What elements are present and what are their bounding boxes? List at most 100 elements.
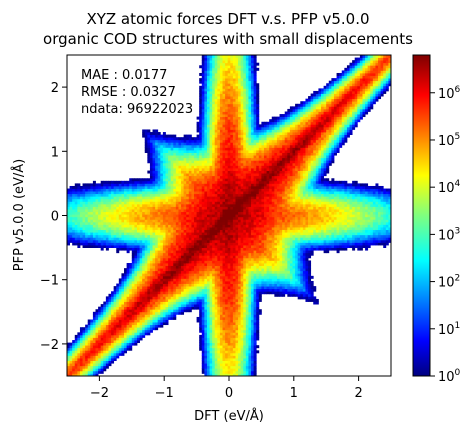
heatmap-cell <box>196 139 200 143</box>
heatmap-cell <box>209 255 213 259</box>
heatmap-cell <box>147 263 151 266</box>
heatmap-cell <box>191 180 195 184</box>
heatmap-cell <box>206 250 210 254</box>
heatmap-cell <box>225 83 229 87</box>
heatmap-cell <box>144 250 148 254</box>
heatmap-cell <box>175 242 179 246</box>
heatmap-cell <box>227 373 231 376</box>
heatmap-cell <box>147 332 151 336</box>
heatmap-cell <box>165 237 169 241</box>
heatmap-cell <box>214 270 218 274</box>
heatmap-cell <box>183 196 187 200</box>
heatmap-cell <box>116 227 120 231</box>
heatmap-cell <box>194 198 197 202</box>
heatmap-cell <box>165 198 169 202</box>
heatmap-cell <box>170 242 174 246</box>
heatmap-cell <box>168 247 172 251</box>
heatmap-cell <box>90 227 94 231</box>
heatmap-cell <box>212 67 216 71</box>
heatmap-cell <box>199 239 203 243</box>
heatmap-cell <box>142 196 146 200</box>
heatmap-cell <box>212 329 216 333</box>
heatmap-cell <box>69 191 73 195</box>
heatmap-cell <box>188 221 192 225</box>
heatmap-cell <box>95 345 99 349</box>
heatmap-cell <box>162 314 166 318</box>
heatmap-cell <box>144 147 148 151</box>
heatmap-cell <box>232 90 236 94</box>
heatmap-cell <box>212 147 216 151</box>
heatmap-cell <box>201 250 205 254</box>
heatmap-cell <box>118 301 122 305</box>
heatmap-cell <box>206 214 210 218</box>
heatmap-cell <box>212 142 216 146</box>
heatmap-cell <box>201 229 205 233</box>
heatmap-cell <box>162 309 166 313</box>
heatmap-cell <box>230 347 234 351</box>
heatmap-cell <box>199 188 203 192</box>
heatmap-cell <box>227 296 231 300</box>
heatmap-cell <box>238 368 242 372</box>
heatmap-cell <box>191 265 195 269</box>
heatmap-cell <box>142 268 146 272</box>
heatmap-cell <box>157 160 161 164</box>
heatmap-cell <box>162 203 166 207</box>
heatmap-cell <box>155 129 159 133</box>
heatmap-cell <box>129 224 133 228</box>
heatmap-cell <box>222 237 226 241</box>
heatmap-cell <box>204 198 208 202</box>
heatmap-cell <box>219 119 223 123</box>
heatmap-cell <box>204 301 208 305</box>
heatmap-cell <box>103 198 107 202</box>
heatmap-cell <box>173 304 177 308</box>
heatmap-cell <box>235 90 239 94</box>
heatmap-cell <box>139 324 143 328</box>
heatmap-cell <box>238 350 242 354</box>
heatmap-cell <box>98 198 102 202</box>
heatmap-cell <box>144 309 148 313</box>
heatmap-cell <box>191 198 195 202</box>
heatmap-cell <box>82 227 86 231</box>
heatmap-cell <box>217 206 221 210</box>
heatmap-cell <box>79 368 83 372</box>
heatmap-cell <box>225 170 229 174</box>
heatmap-cell <box>168 185 172 189</box>
heatmap-cell <box>152 206 156 210</box>
heatmap-cell <box>121 286 125 290</box>
heatmap-cell <box>238 273 242 277</box>
heatmap-cell <box>199 203 203 207</box>
heatmap-cell <box>232 347 236 351</box>
heatmap-cell <box>232 78 236 82</box>
heatmap-cell <box>67 211 70 215</box>
heatmap-cell <box>188 301 192 305</box>
heatmap-cell <box>238 283 242 287</box>
heatmap-cell <box>95 340 99 344</box>
heatmap-cell <box>142 293 146 297</box>
heatmap-cell <box>209 370 213 374</box>
heatmap-cell <box>108 198 112 202</box>
heatmap-cell <box>121 221 125 225</box>
heatmap-cell <box>212 196 216 200</box>
heatmap-cell <box>191 301 195 305</box>
heatmap-cell <box>157 185 161 189</box>
heatmap-cell <box>238 306 242 310</box>
heatmap-cell <box>118 329 122 333</box>
heatmap-cell <box>139 198 143 202</box>
heatmap-cell <box>72 368 76 372</box>
heatmap-cell <box>95 319 99 323</box>
heatmap-cell <box>100 234 104 238</box>
heatmap-cell <box>217 175 221 179</box>
heatmap-cell <box>95 329 99 333</box>
heatmap-cell <box>199 108 203 112</box>
heatmap-cell <box>129 291 133 295</box>
heatmap-cell <box>201 316 205 320</box>
heatmap-cell <box>118 304 122 308</box>
heatmap-cell <box>199 214 203 218</box>
heatmap-cell <box>186 245 190 248</box>
heatmap-cell <box>103 232 107 236</box>
heatmap-cell <box>199 234 203 238</box>
heatmap-cell <box>217 62 221 66</box>
heatmap-cell <box>230 288 234 292</box>
heatmap-cell <box>136 214 140 218</box>
heatmap-cell <box>82 368 86 372</box>
